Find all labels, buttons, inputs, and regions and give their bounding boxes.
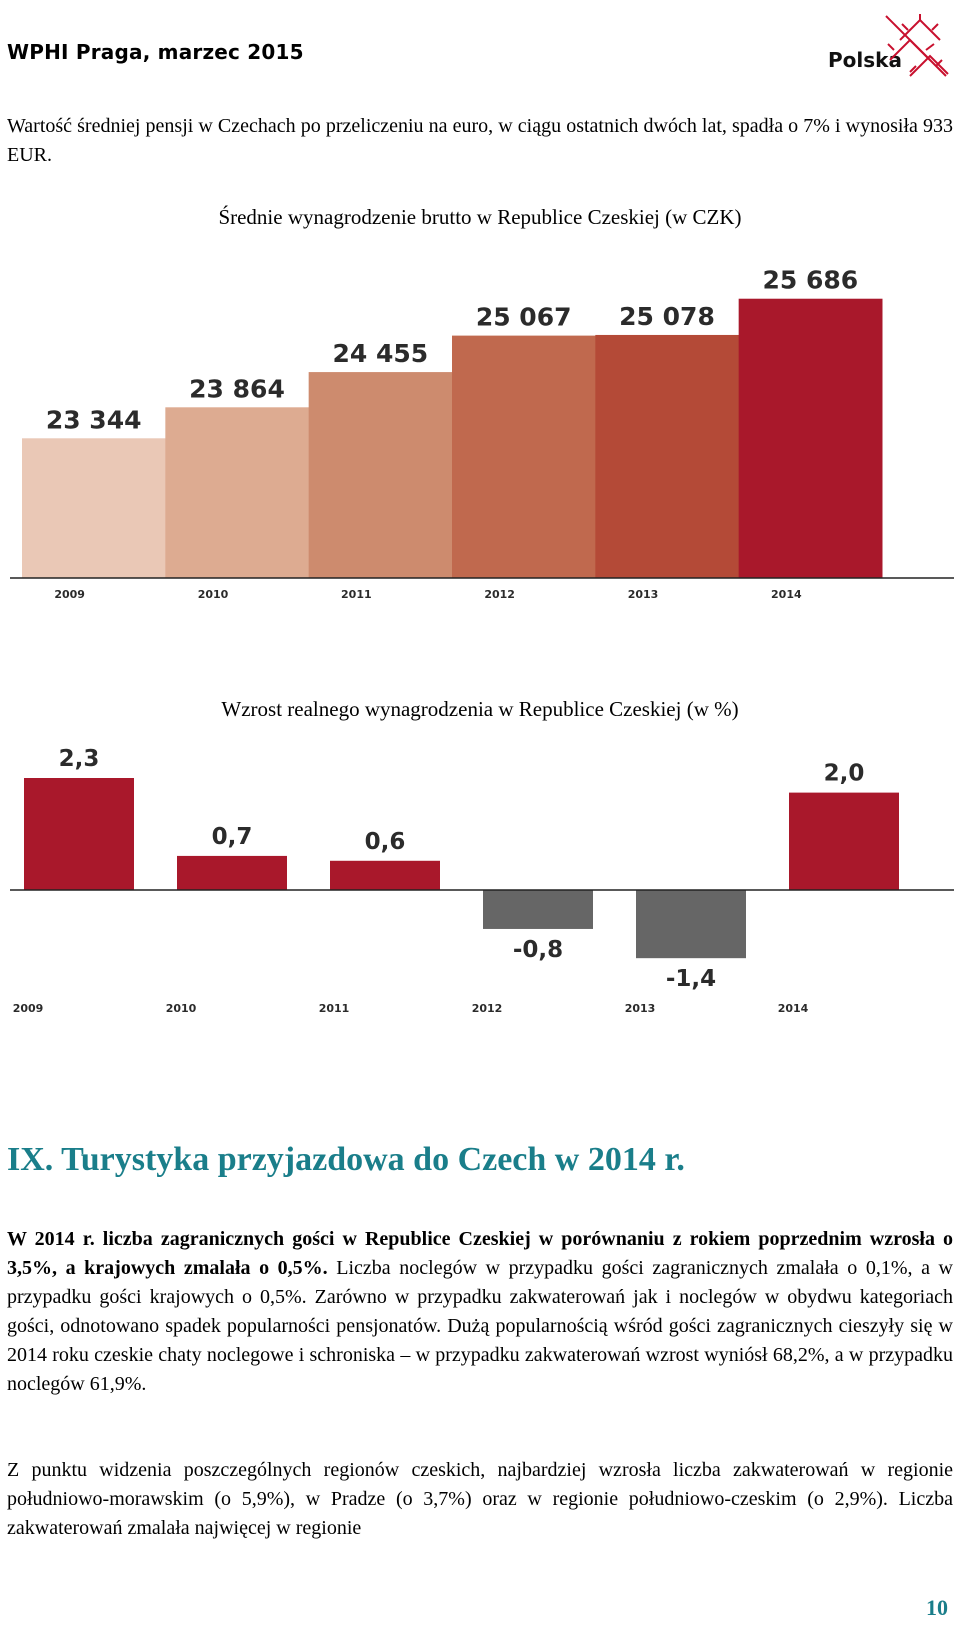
- chart1-year-label: 2010: [198, 588, 229, 601]
- chart1-bar-2009: [22, 438, 166, 578]
- chart2-year-label: 2014: [778, 1002, 809, 1015]
- chart1-title: Średnie wynagrodzenie brutto w Republice…: [218, 205, 742, 229]
- chart2-value-label: -0,8: [513, 937, 563, 963]
- chart1-bar-2013: [595, 334, 740, 578]
- section-heading: IX. Turystyka przyjazdowa do Czech w 201…: [7, 1141, 685, 1178]
- logo-text: Polska: [828, 48, 902, 72]
- chart2-year-label: 2012: [472, 1002, 503, 1015]
- chart2-bar-2014: [789, 792, 899, 890]
- chart2-bar-2012: [483, 890, 593, 929]
- chart1-value-label: 23 864: [189, 374, 285, 403]
- chart2-value-label: 2,3: [59, 746, 100, 772]
- chart2-bar-2013: [636, 890, 746, 959]
- chart2-title: Wzrost realnego wynagrodzenia w Republic…: [221, 697, 739, 721]
- chart2-year-label: 2011: [319, 1002, 350, 1015]
- poland-ornament-icon: [885, 14, 949, 77]
- chart2-bar-2011: [330, 860, 440, 890]
- chart2-value-label: 2,0: [824, 761, 865, 787]
- chart1-bar-2010: [165, 407, 310, 578]
- chart2-year-label: 2013: [625, 1002, 656, 1015]
- chart1-value-label: 25 078: [619, 302, 715, 331]
- section-paragraph-1-bold: W 2014 r. liczba zagranicznych gości w R…: [7, 1228, 953, 1279]
- chart1-bar-2014: [738, 298, 883, 578]
- chart1-bar-2012: [452, 335, 596, 578]
- chart1-year-label: 2014: [771, 588, 802, 601]
- document-header-title: WPHI Praga, marzec 2015: [7, 40, 304, 64]
- chart1-bar-2011: [308, 372, 453, 578]
- chart1-value-label: 25 686: [762, 266, 858, 295]
- intro-paragraph: Wartość średniej pensji w Czechach po pr…: [7, 115, 953, 166]
- section-paragraph-2: Z punktu widzenia poszczególnych regionó…: [7, 1459, 953, 1539]
- chart2-bar-2010: [177, 855, 287, 890]
- chart1-value-label: 25 067: [476, 303, 572, 332]
- chart1-year-label: 2013: [628, 588, 659, 601]
- gross-wage-chart: 23 344 23 864 24 455 25 067 25 078 25 686 200…: [10, 266, 954, 601]
- chart2-year-label: 2010: [166, 1002, 197, 1015]
- section-paragraph-1-rest: Liczba noclegów w przypadku gości zagran…: [7, 1257, 953, 1395]
- chart2-value-label: -1,4: [666, 966, 716, 992]
- chart1-year-label: 2012: [484, 588, 515, 601]
- page-number: 10: [926, 1595, 948, 1620]
- section-paragraph-1: W 2014 r. liczba zagranicznych gości w R…: [7, 1225, 953, 1399]
- chart1-year-label: 2009: [54, 588, 85, 601]
- chart2-value-label: 0,6: [365, 829, 406, 855]
- real-wage-growth-chart: 2,3 0,7 0,6 -0,8 -1,4 2,0 2009 2010 2011 2012 201…: [10, 746, 954, 1015]
- poland-logo: Polska: [828, 10, 953, 85]
- chart1-value-label: 24 455: [332, 339, 428, 368]
- chart1-value-label: 23 344: [46, 405, 142, 434]
- chart2-value-label: 0,7: [212, 824, 253, 850]
- chart2-year-label: 2009: [13, 1002, 44, 1015]
- chart1-year-label: 2011: [341, 588, 372, 601]
- chart2-bar-2009: [24, 778, 134, 890]
